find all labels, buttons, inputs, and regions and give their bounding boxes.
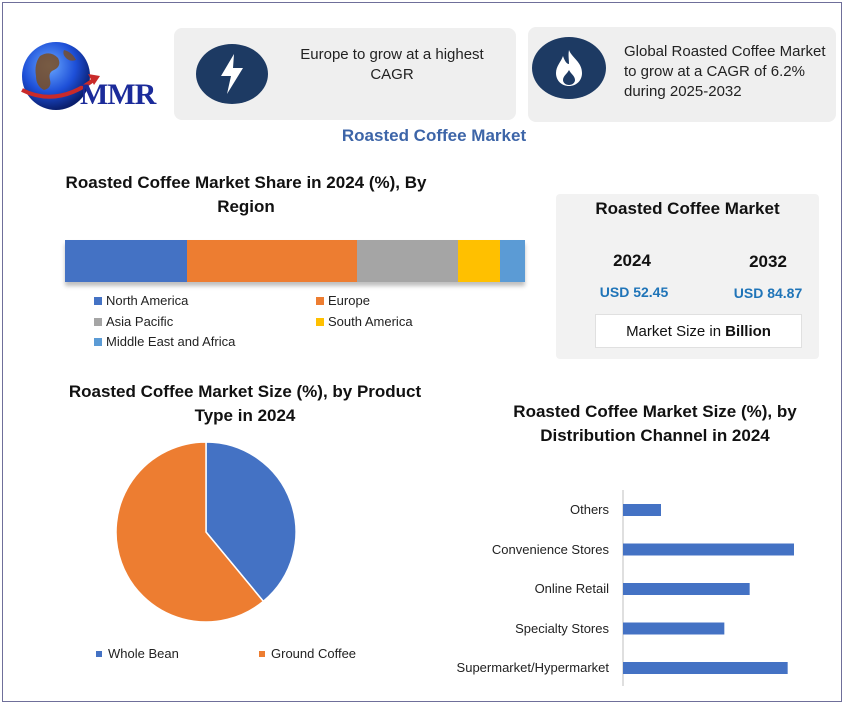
bar-convenience-stores <box>623 543 794 556</box>
legend-middle-east-and-africa: Middle East and Africa <box>94 334 235 349</box>
legend-north-america: North America <box>94 293 188 308</box>
info-text-europe: Europe to grow at a highest CAGR <box>300 46 484 83</box>
segment-middle-east-and-africa <box>499 240 525 282</box>
distribution-chart-title: Roasted Coffee Market Size (%), by Distr… <box>513 402 797 445</box>
legend-asia-pacific: Asia Pacific <box>94 314 173 329</box>
legend-europe: Europe <box>316 293 370 308</box>
legend-label: Ground Coffee <box>271 646 357 661</box>
unit-bold: Billion <box>725 322 771 340</box>
category-label-supermarket-hypermarket: Supermarket/Hypermarket <box>456 660 609 675</box>
category-label-others: Others <box>569 502 609 517</box>
segment-asia-pacific <box>357 240 459 282</box>
unit-prefix: Market Size in <box>626 322 722 340</box>
info-box-cagr: Global Roasted Coffee Market to grow at … <box>528 27 836 122</box>
lightning-bolt-icon <box>196 44 268 104</box>
legend-swatch <box>96 650 102 657</box>
pie-slice-ground-coffee <box>115 441 265 623</box>
legend-swatch <box>316 317 324 326</box>
bar-online-retail <box>623 583 750 595</box>
logo-text: MMR <box>80 78 156 111</box>
category-label-specialty-stores: Specialty Stores <box>515 620 609 636</box>
value-2024: USD 52.45 <box>599 284 669 300</box>
segment-europe <box>186 240 358 282</box>
legend-label: North America <box>106 293 189 308</box>
flame-icon <box>532 37 606 99</box>
bar-supermarket-hypermarket <box>623 662 788 674</box>
market-size-unit: Market Size in Billion <box>595 314 802 348</box>
legend-label: Middle East and Africa <box>106 334 236 349</box>
legend-whole-bean: Whole Bean <box>96 646 179 661</box>
region-stacked-bar <box>65 240 525 282</box>
globe-logo-icon <box>21 42 100 110</box>
legend-swatch <box>94 296 102 305</box>
info-text-cagr: Global Roasted Coffee Market to grow at … <box>624 43 826 100</box>
product-chart-title: Roasted Coffee Market Size (%), by Produ… <box>68 382 422 425</box>
legend-label: Asia Pacific <box>106 314 174 329</box>
segment-north-america <box>65 240 187 282</box>
distribution-bar-chart <box>622 490 794 686</box>
legend-swatch <box>94 317 102 326</box>
year-2032: 2032 <box>749 252 787 271</box>
bar-specialty-stores <box>623 622 725 635</box>
legend-swatch <box>94 337 102 346</box>
region-chart-title: Roasted Coffee Market Share in 2024 (%),… <box>65 173 427 216</box>
segment-south-america <box>458 240 500 282</box>
bar-others <box>623 504 661 516</box>
legend-swatch <box>316 296 324 305</box>
legend-label: Whole Bean <box>108 646 179 661</box>
year-2024: 2024 <box>613 251 651 270</box>
market-size-box: Roasted Coffee Market 2024 2032 USD 52.4… <box>556 194 819 359</box>
product-pie-chart <box>115 441 297 623</box>
category-label-convenience-stores: Convenience Stores <box>491 541 609 557</box>
pie-slice-whole-bean <box>205 441 297 603</box>
info-box-europe: Europe to grow at a highest CAGR <box>174 28 516 120</box>
page-title: Roasted Coffee Market <box>341 126 527 145</box>
legend-label: Europe <box>328 293 370 308</box>
legend-south-america: South America <box>316 314 413 329</box>
value-2032: USD 84.87 <box>733 285 803 301</box>
legend-label: South America <box>328 314 413 329</box>
mmr-logo: MMR <box>18 38 158 114</box>
market-box-title: Roasted Coffee Market <box>595 199 780 218</box>
legend-swatch <box>259 650 265 657</box>
category-label-online-retail: Online Retail <box>534 581 609 596</box>
legend-ground-coffee: Ground Coffee <box>259 646 356 661</box>
